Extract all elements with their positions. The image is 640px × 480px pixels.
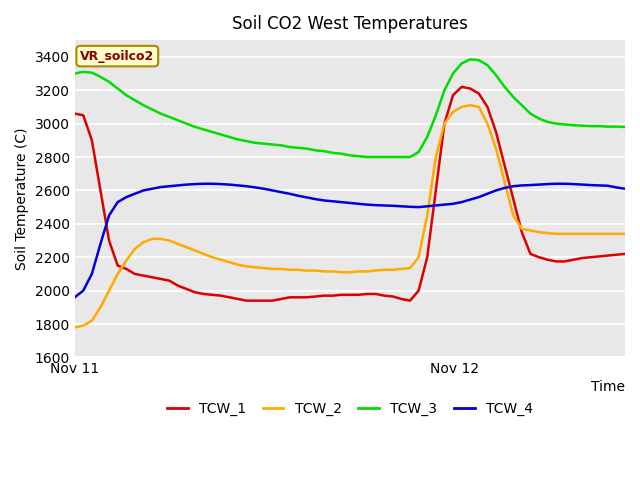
TCW_1 bbox=[561, 259, 569, 264]
Legend: TCW_1, TCW_2, TCW_3, TCW_4: TCW_1, TCW_2, TCW_3, TCW_4 bbox=[161, 396, 538, 421]
Title: Soil CO2 West Temperatures: Soil CO2 West Temperatures bbox=[232, 15, 468, 33]
TCW_3 bbox=[234, 137, 242, 143]
TCW_4 bbox=[621, 186, 629, 192]
TCW_4 bbox=[71, 294, 79, 300]
TCW_1 bbox=[621, 251, 629, 257]
TCW_1 bbox=[234, 296, 242, 302]
Text: VR_soilco2: VR_soilco2 bbox=[80, 49, 154, 62]
Line: TCW_3: TCW_3 bbox=[75, 60, 625, 157]
TCW_2 bbox=[552, 231, 560, 237]
TCW_3 bbox=[355, 153, 362, 159]
TCW_2 bbox=[200, 251, 207, 257]
TCW_4 bbox=[604, 183, 612, 189]
TCW_1 bbox=[363, 291, 371, 297]
Line: TCW_1: TCW_1 bbox=[75, 87, 625, 300]
TCW_3 bbox=[200, 127, 207, 132]
TCW_2 bbox=[355, 268, 362, 274]
TCW_3 bbox=[467, 57, 474, 62]
TCW_3 bbox=[621, 124, 629, 130]
TCW_1 bbox=[458, 84, 465, 90]
Line: TCW_2: TCW_2 bbox=[75, 105, 625, 327]
TCW_2 bbox=[234, 262, 242, 268]
TCW_2 bbox=[621, 231, 629, 237]
TCW_4 bbox=[209, 181, 216, 187]
TCW_1 bbox=[604, 252, 612, 258]
TCW_1 bbox=[312, 294, 319, 300]
TCW_4 bbox=[363, 202, 371, 207]
TCW_1 bbox=[200, 291, 207, 297]
TCW_3 bbox=[71, 71, 79, 76]
TCW_2 bbox=[467, 102, 474, 108]
TCW_2 bbox=[604, 231, 612, 237]
TCW_1 bbox=[71, 111, 79, 117]
TCW_2 bbox=[303, 268, 310, 274]
TCW_3 bbox=[561, 121, 569, 127]
TCW_2 bbox=[71, 324, 79, 330]
TCW_4 bbox=[200, 181, 207, 187]
Line: TCW_4: TCW_4 bbox=[75, 184, 625, 297]
TCW_4 bbox=[312, 196, 319, 202]
TCW_4 bbox=[243, 183, 250, 189]
TCW_3 bbox=[604, 124, 612, 130]
Y-axis label: Soil Temperature (C): Soil Temperature (C) bbox=[15, 128, 29, 270]
TCW_1 bbox=[243, 298, 250, 303]
TCW_3 bbox=[363, 154, 371, 160]
TCW_4 bbox=[552, 181, 560, 187]
Text: Time: Time bbox=[591, 380, 625, 394]
TCW_3 bbox=[303, 146, 310, 152]
